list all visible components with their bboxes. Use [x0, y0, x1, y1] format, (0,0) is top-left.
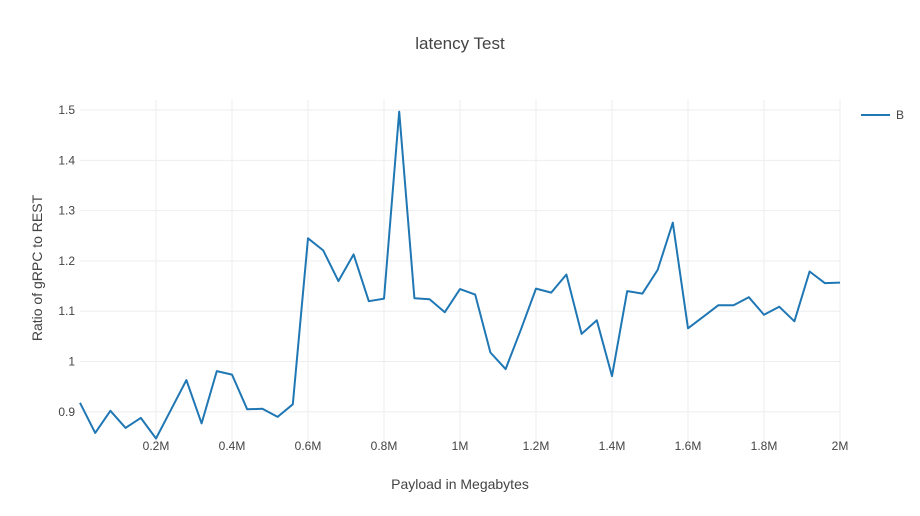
x-tick-label: 2M	[832, 439, 849, 453]
x-axis-ticks: 0.2M 0.4M 0.6M 0.8M 1M 1.2M 1.4M 1.6M 1.8M 2M	[143, 439, 849, 453]
x-axis-title: Payload in Megabytes	[391, 476, 529, 492]
x-tick-label: 0.8M	[371, 439, 398, 453]
series-line-b[interactable]	[79, 110, 841, 440]
x-tick-label: 0.4M	[219, 439, 246, 453]
y-tick-label: 1	[68, 355, 75, 369]
y-axis-ticks: 0.9 1 1.1 1.2 1.3 1.4 1.5	[58, 103, 75, 419]
x-tick-label: 0.6M	[295, 439, 322, 453]
x-tick-label: 1.2M	[523, 439, 550, 453]
legend[interactable]: B	[861, 108, 904, 122]
y-tick-label: 1.4	[58, 153, 75, 167]
y-tick-label: 1.2	[58, 254, 75, 268]
y-tick-label: 0.9	[58, 405, 75, 419]
series-layer	[79, 110, 841, 440]
x-tick-label: 1.8M	[751, 439, 778, 453]
x-tick-label: 1M	[452, 439, 469, 453]
x-tick-label: 1.4M	[599, 439, 626, 453]
legend-label-b: B	[896, 108, 904, 122]
x-tick-label: 0.2M	[143, 439, 170, 453]
chart-title: latency Test	[415, 34, 505, 53]
y-axis-title: Ratio of gRPC to REST	[29, 194, 45, 341]
y-tick-label: 1.3	[58, 204, 75, 218]
x-tick-label: 1.6M	[675, 439, 702, 453]
y-tick-label: 1.5	[58, 103, 75, 117]
y-tick-label: 1.1	[58, 304, 75, 318]
gridlines	[80, 100, 841, 442]
